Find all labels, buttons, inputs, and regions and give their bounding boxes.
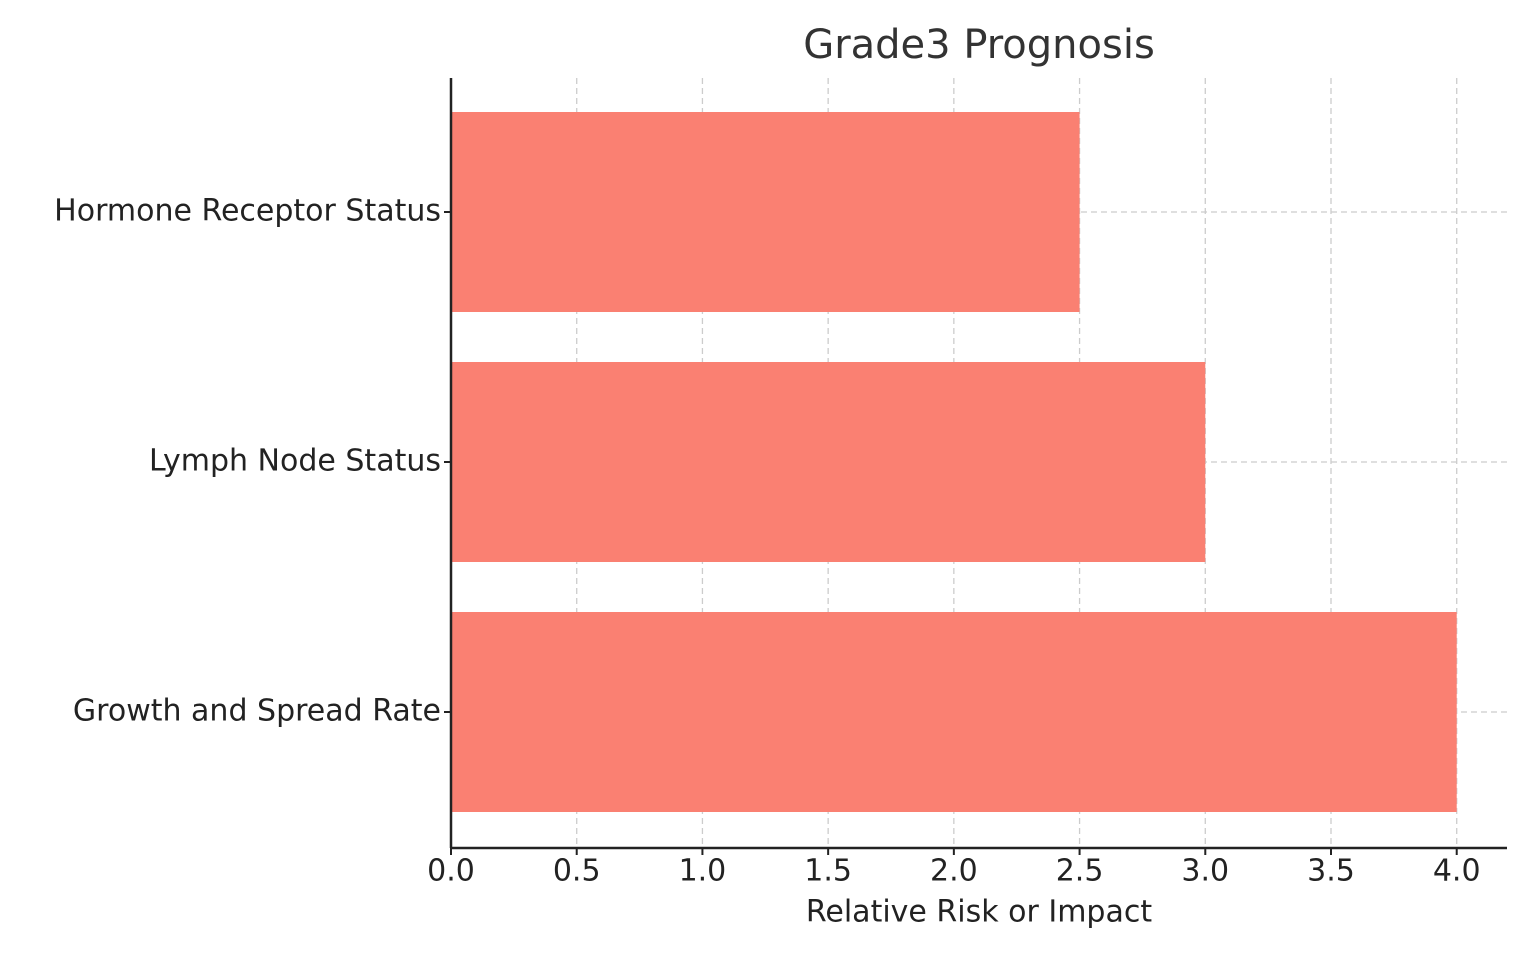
x-axis-label: Relative Risk or Impact	[806, 895, 1152, 930]
bar	[451, 112, 1080, 312]
x-tick-label: 3.5	[1307, 854, 1355, 889]
x-tick-label: 2.0	[930, 854, 978, 889]
chart-title: Grade3 Prognosis	[803, 22, 1155, 68]
x-tick-label: 0.5	[553, 854, 601, 889]
x-tick-label: 1.5	[804, 854, 852, 889]
bar	[451, 612, 1457, 812]
y-tick-label: Lymph Node Status	[149, 444, 441, 479]
x-tick-label: 2.5	[1056, 854, 1104, 889]
x-tick-label: 0.0	[427, 854, 475, 889]
x-tick-label: 1.0	[679, 854, 727, 889]
x-tick-label: 3.0	[1181, 854, 1229, 889]
x-tick-label: 4.0	[1433, 854, 1481, 889]
y-tick-label: Growth and Spread Rate	[73, 694, 441, 729]
y-tick-label: Hormone Receptor Status	[54, 194, 441, 229]
bar	[451, 362, 1206, 562]
